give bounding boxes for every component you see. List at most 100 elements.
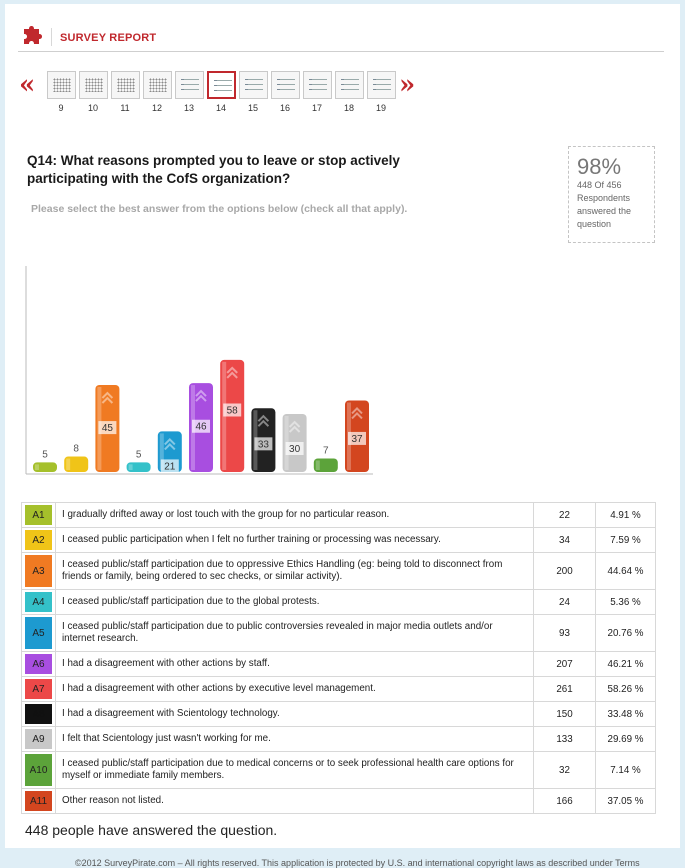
bar-chevron-icon — [101, 396, 114, 404]
answer-code-cell: A1 — [21, 502, 56, 528]
page-thumb-14[interactable]: 14 — [205, 71, 237, 113]
answer-label: I had a disagreement with other actions … — [55, 676, 534, 702]
answer-percent: 7.14 % — [595, 751, 656, 789]
respondents-count: 448 Of 456 — [577, 180, 622, 190]
answer-count: 24 — [533, 589, 596, 615]
puzzle-logo-icon — [24, 26, 42, 44]
answer-label: I had a disagreement with Scientology te… — [55, 701, 534, 727]
answer-count: 34 — [533, 527, 596, 553]
page-number: 12 — [151, 103, 162, 113]
page-thumbnail-icon — [110, 71, 140, 99]
page-thumb-10[interactable]: 10 — [77, 71, 109, 113]
bar-chevron-icon — [288, 425, 301, 433]
answer-label: I ceased public participation when I fel… — [55, 527, 534, 553]
answer-code: A1 — [25, 505, 52, 525]
question-title: Q14: What reasons prompted you to leave … — [27, 153, 400, 186]
answer-label: I ceased public/staff participation due … — [55, 552, 534, 590]
answer-code: A4 — [25, 592, 52, 612]
prev-page-button[interactable]: « — [19, 70, 36, 100]
data-label-box — [348, 431, 366, 445]
question-instructions: Please select the best answer from the o… — [31, 203, 408, 215]
answers-table: A1 I gradually drifted away or lost touch… — [21, 502, 656, 814]
respondents-answered: answered the — [577, 206, 632, 216]
page-number: 9 — [58, 103, 64, 113]
answer-code-cell: A10 — [21, 751, 56, 789]
answer-code-cell: A3 — [21, 552, 56, 590]
respondents-label: Respondents — [577, 193, 631, 203]
bar-highlight — [159, 433, 164, 470]
answer-code-cell: A4 — [21, 589, 56, 615]
page-thumb-12[interactable]: 12 — [141, 71, 173, 113]
answer-count: 32 — [533, 751, 596, 789]
answer-percent: 4.91 % — [595, 502, 656, 528]
bar-chevron-icon — [351, 412, 363, 420]
bar-chevron-icon — [226, 371, 238, 379]
footer-copyright: ©2012 SurveyPirate.com – All rights rese… — [75, 858, 640, 868]
bar-A2 — [64, 456, 89, 472]
bar-chevron-icon — [164, 437, 176, 446]
page-number: 10 — [87, 103, 98, 113]
answer-count: 207 — [533, 651, 596, 677]
page-thumb-13[interactable]: 13 — [173, 71, 205, 113]
table-row: A10 I ceased public/staff participation d… — [21, 751, 656, 789]
header-separator — [18, 51, 664, 52]
bar-chevron-icon — [226, 366, 238, 374]
answer-code: A11 — [25, 791, 52, 811]
answer-code: A5 — [25, 617, 52, 649]
bar-highlight — [128, 464, 133, 470]
respondents-question: question — [577, 219, 612, 229]
page-thumbnail-icon — [78, 71, 108, 99]
data-label-box — [254, 437, 273, 451]
page-thumbnail-icon — [174, 71, 204, 99]
table-row: A9 I felt that Scientology just wasn't wo… — [21, 726, 656, 752]
respondents-percent: 98% — [577, 154, 622, 179]
page-number: 13 — [183, 103, 194, 113]
data-label-A5: 21 — [164, 461, 176, 472]
answer-label: Other reason not listed. — [55, 788, 534, 814]
header-divider — [51, 28, 52, 46]
page-thumb-16[interactable]: 16 — [269, 71, 301, 113]
answer-code-cell: A2 — [21, 527, 56, 553]
data-label-A6: 46 — [195, 422, 207, 433]
page-thumbnail-icon — [206, 71, 236, 99]
answer-label: I felt that Scientology just wasn't work… — [55, 726, 534, 752]
page-thumb-9[interactable]: 9 — [45, 71, 77, 113]
answer-label: I had a disagreement with other actions … — [55, 651, 534, 677]
question-pager: 9 10 11 12 13 14 15 16 17 18 19 — [45, 71, 397, 113]
data-label-box — [160, 459, 179, 473]
data-label-A2: 8 — [73, 444, 79, 455]
report-sheet: SURVEY REPORT « 9 10 11 12 13 14 15 16 17 18 19 » … — [5, 4, 680, 868]
table-row: A6 I had a disagreement with other action… — [21, 651, 656, 677]
answer-code-cell: A5 — [21, 614, 56, 652]
answer-code: A2 — [25, 530, 52, 550]
data-label-A1: 5 — [42, 449, 48, 460]
answer-code: A8 — [25, 704, 52, 724]
answer-label: I gradually drifted away or lost touch w… — [55, 502, 534, 528]
answer-count: 261 — [533, 676, 596, 702]
bar-A10 — [313, 458, 338, 472]
page-thumb-11[interactable]: 11 — [109, 71, 141, 113]
page-thumb-17[interactable]: 17 — [301, 71, 333, 113]
answer-percent: 20.76 % — [595, 614, 656, 652]
page-thumbnail-icon — [270, 71, 300, 99]
answer-count: 93 — [533, 614, 596, 652]
answer-code: A9 — [25, 729, 52, 749]
answer-code-cell: A8 — [21, 701, 56, 727]
table-row: A11 Other reason not listed. 166 37.05 % — [21, 788, 656, 814]
data-label-box — [192, 419, 210, 433]
page-thumb-18[interactable]: 18 — [333, 71, 365, 113]
bar-chevron-icon — [257, 419, 270, 427]
page-thumb-19[interactable]: 19 — [365, 71, 397, 113]
answer-count: 166 — [533, 788, 596, 814]
bar-highlight — [66, 458, 71, 470]
page-thumb-15[interactable]: 15 — [237, 71, 269, 113]
next-page-button[interactable]: » — [399, 70, 416, 100]
page-number: 15 — [247, 103, 258, 113]
answer-label: I ceased public/staff participation due … — [55, 751, 534, 789]
data-label-A9: 30 — [289, 444, 301, 455]
page-number: 19 — [375, 103, 386, 113]
answer-code-cell: A6 — [21, 651, 56, 677]
data-label-A4: 5 — [136, 449, 142, 460]
answer-label: I ceased public/staff participation due … — [55, 614, 534, 652]
